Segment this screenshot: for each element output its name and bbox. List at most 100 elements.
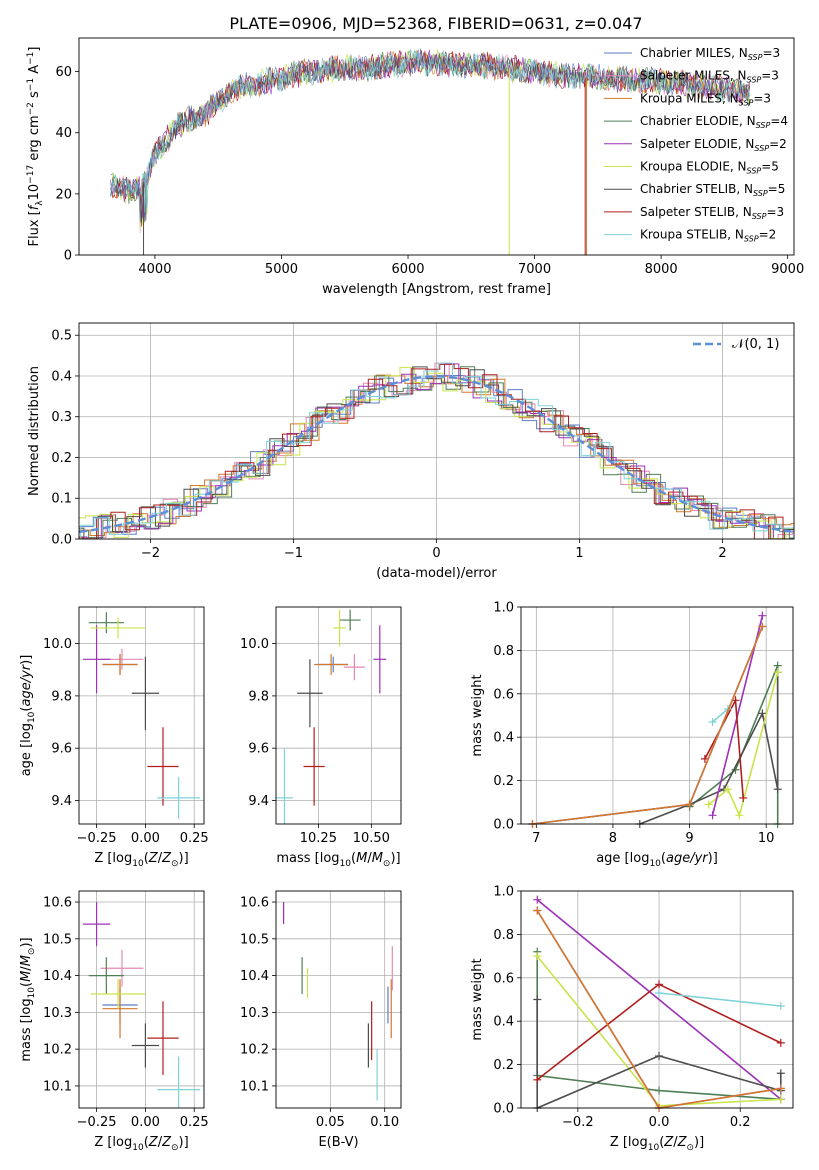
series-line-chabrier-elodie — [689, 665, 779, 824]
legend-label-salpeter-elodie: Salpeter ELODIE, NSSP=2 — [640, 137, 787, 153]
x-tick-label: 4000 — [138, 262, 171, 277]
weight-vs-metallicity-panel: −0.2 0.0 0.2 0.0 0.2 0.4 0.6 0.8 1.0 Z [log10(Z/Z… — [470, 885, 794, 1153]
series-line-salpeter-miles — [532, 626, 764, 825]
series-line-chabrier-miles — [532, 626, 764, 825]
y-axis-label: Normed distribution — [27, 366, 42, 496]
series-line-chabrier-stelib — [639, 672, 779, 825]
y-tick-label: 10.0 — [43, 637, 72, 652]
y-axis-label: mass [log10(M/M⊙)] — [19, 937, 37, 1061]
axes-frame — [78, 890, 205, 1109]
x-axis-label: (data-model)/error — [376, 566, 497, 581]
point-marker-kroupa-elodie — [735, 811, 744, 820]
series-line-kroupa-stelib — [658, 992, 781, 1007]
x-axis-label: Z [log10(Z/Z⊙)] — [610, 1135, 704, 1153]
x-tick-label: 0.05 — [316, 1115, 345, 1130]
point-marker-kroupa-miles — [776, 1084, 785, 1093]
point-marker-salpeter-stelib — [776, 1038, 785, 1047]
x-tick-label: 10.25 — [300, 831, 337, 846]
y-tick-label: 0.3 — [51, 410, 72, 425]
y-tick-label: 10.6 — [240, 896, 269, 911]
point-marker-salpeter-elodie — [533, 895, 542, 904]
y-tick-label: 0.2 — [493, 1058, 514, 1073]
axes-frame — [275, 606, 402, 825]
histogram-salpeter-miles — [79, 362, 794, 539]
point-marker-chabrier-elodie — [655, 1086, 664, 1095]
histogram-salpeter-stelib — [79, 363, 794, 539]
age-vs-metallicity-panel: −0.25 0.00 0.25 9.4 9.6 9.8 10.0 Z [log10(Z/Z⊙)… — [19, 606, 209, 869]
histogram-kroupa-stelib — [79, 362, 794, 539]
y-tick-label: 0.6 — [493, 971, 514, 986]
y-tick-label: 0.0 — [51, 533, 72, 548]
legend-label-chabrier-stelib: Chabrier STELIB, NSSP=5 — [640, 182, 785, 198]
x-axis-label: wavelength [Angstrom, rest frame] — [322, 282, 551, 297]
y-tick-label: 1.0 — [493, 885, 514, 900]
x-axis-label: mass [log10(M/M⊙)] — [276, 851, 400, 869]
x-tick-label: 0 — [432, 546, 440, 561]
x-tick-label: −0.25 — [77, 1115, 117, 1130]
point-marker-kroupa-miles — [685, 800, 694, 809]
y-tick-label: 9.8 — [248, 689, 269, 704]
x-tick-label: 5000 — [265, 262, 298, 277]
y-tick-label: 9.8 — [51, 689, 72, 704]
y-tick-label: 10.1 — [240, 1079, 269, 1094]
y-tick-label: 0.4 — [493, 731, 514, 746]
histogram-kroupa-miles — [79, 374, 794, 536]
point-marker-chabrier-stelib — [655, 1051, 664, 1060]
y-tick-label: 0.4 — [493, 1015, 514, 1030]
point-marker-kroupa-miles — [758, 622, 767, 631]
age-vs-mass-panel: 10.25 10.50 9.4 9.6 9.8 10.0 mass [log10(M/M⊙)… — [240, 606, 402, 869]
legend-label-kroupa-stelib: Kroupa STELIB, NSSP=2 — [640, 228, 776, 244]
x-tick-label: 0.25 — [180, 831, 209, 846]
point-marker-chabrier-stelib — [758, 709, 767, 718]
point-marker-salpeter-stelib — [739, 793, 748, 802]
series-line-kroupa-stelib — [711, 708, 729, 723]
x-axis-label: age [log10(age/yr)] — [596, 851, 718, 869]
spectrum-line-kroupa-stelib — [110, 48, 750, 213]
axes-frame — [520, 606, 794, 825]
legend-label-kroupa-elodie: Kroupa ELODIE, NSSP=5 — [640, 160, 779, 176]
y-tick-label: 10.4 — [240, 969, 269, 984]
x-tick-label: −2 — [141, 546, 160, 561]
point-marker-salpeter-stelib — [655, 980, 664, 989]
axes-frame — [275, 890, 402, 1109]
x-tick-label: 8 — [609, 831, 617, 846]
point-marker-chabrier-stelib — [533, 995, 542, 1004]
y-tick-label: 0.1 — [51, 492, 72, 507]
point-marker-salpeter-elodie — [758, 611, 767, 620]
x-tick-label: −1 — [284, 546, 303, 561]
mass-vs-metallicity-panel: −0.25 0.00 0.25 10.1 10.2 10.3 10.4 10.5 10.6 Z [… — [19, 890, 209, 1153]
y-tick-label: 0.4 — [51, 369, 72, 384]
point-marker-salpeter-stelib — [533, 1075, 542, 1084]
y-tick-label: 9.4 — [248, 794, 269, 809]
y-axis-label: mass weight — [470, 674, 485, 756]
axes-frame — [520, 890, 794, 1109]
y-tick-label: 10.4 — [43, 969, 72, 984]
legend-label-chabrier-miles: Chabrier MILES, NSSP=3 — [640, 46, 780, 62]
x-tick-label: 9000 — [771, 262, 804, 277]
x-tick-label: 8000 — [645, 262, 678, 277]
y-tick-label: 1.0 — [493, 601, 514, 616]
y-tick-label: 10.6 — [43, 896, 72, 911]
y-tick-label: 10.3 — [240, 1006, 269, 1021]
y-tick-label: 0.2 — [51, 451, 72, 466]
point-marker-kroupa-elodie — [776, 1095, 785, 1104]
axes-frame — [78, 606, 205, 825]
point-marker-kroupa-stelib — [708, 718, 717, 727]
axes-frame — [78, 322, 795, 540]
y-tick-label: 9.6 — [51, 742, 72, 757]
x-tick-label: 0.2 — [730, 1115, 751, 1130]
weight-vs-age-panel: 7 8 9 10 0.0 0.2 0.4 0.6 0.8 1.0 age [log10(age/yr… — [470, 601, 794, 869]
x-tick-label: −0.2 — [562, 1115, 594, 1130]
y-tick-label: 9.6 — [248, 742, 269, 757]
x-tick-label: 2 — [718, 546, 726, 561]
y-tick-label: 0.8 — [493, 928, 514, 943]
point-marker-kroupa-stelib — [776, 1002, 785, 1011]
x-tick-label: 0.00 — [131, 1115, 160, 1130]
legend-label-salpeter-miles: Salpeter MILES, NSSP=3 — [640, 69, 779, 85]
histogram-kroupa-elodie — [79, 366, 794, 539]
y-axis-label: mass weight — [470, 958, 485, 1040]
x-axis-label: E(B-V) — [318, 1135, 358, 1150]
point-marker-kroupa-elodie — [723, 785, 732, 794]
x-tick-label: 0.0 — [649, 1115, 670, 1130]
